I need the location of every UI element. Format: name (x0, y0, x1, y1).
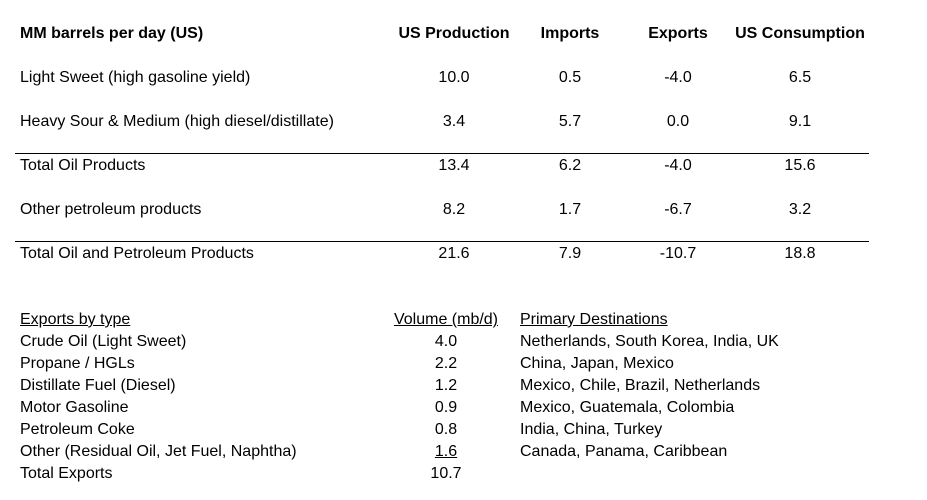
export-volume-underlined-text: 1.6 (434, 443, 458, 460)
divider-rule (15, 153, 869, 154)
divider-rule (15, 241, 869, 242)
export-type: Petroleum Coke (20, 421, 135, 438)
row-imports-value: 5.7 (558, 113, 582, 130)
row-label: Heavy Sour & Medium (high diesel/distill… (20, 113, 334, 130)
exports-header-volume: Volume (mb/d) (393, 311, 499, 328)
export-destinations: Mexico, Chile, Brazil, Netherlands (520, 377, 761, 394)
export-destinations: China, Japan, Mexico (520, 355, 674, 372)
row-exports-value: 0.0 (666, 113, 690, 130)
export-volume: 2.2 (434, 355, 458, 372)
row-production-value: 13.4 (438, 157, 470, 174)
export-volume: 0.8 (434, 421, 458, 438)
export-destinations: India, China, Turkey (520, 421, 663, 438)
row-label: Light Sweet (high gasoline yield) (20, 69, 251, 86)
export-type: Crude Oil (Light Sweet) (20, 333, 187, 350)
export-type: Other (Residual Oil, Jet Fuel, Naphtha) (20, 443, 297, 460)
export-volume: 0.9 (434, 399, 458, 416)
export-volume: 1.2 (434, 377, 458, 394)
row-exports-value: -10.7 (659, 245, 697, 262)
row-imports-value: 7.9 (558, 245, 582, 262)
row-production-value: 8.2 (442, 201, 466, 218)
row-imports-value: 0.5 (558, 69, 582, 86)
total-exports-label: Total Exports (20, 465, 113, 482)
total-exports-volume: 10.7 (430, 465, 462, 482)
row-label: Total Oil and Petroleum Products (20, 245, 254, 262)
export-volume: 4.0 (434, 333, 458, 350)
header-units: MM barrels per day (US) (20, 25, 204, 42)
row-production-value: 21.6 (438, 245, 470, 262)
row-consumption-value: 9.1 (788, 113, 812, 130)
row-consumption-value: 15.6 (784, 157, 816, 174)
row-production-value: 10.0 (438, 69, 470, 86)
row-consumption-value: 3.2 (788, 201, 812, 218)
header-imports: Imports (540, 25, 600, 42)
row-label: Other petroleum products (20, 201, 202, 218)
row-consumption-value: 18.8 (784, 245, 816, 262)
export-volume-underlined: 1.6 (392, 442, 500, 462)
row-exports-value: -4.0 (664, 69, 692, 86)
export-destinations: Mexico, Guatemala, Colombia (520, 399, 735, 416)
export-destinations: Canada, Panama, Caribbean (520, 443, 728, 460)
export-type: Propane / HGLs (20, 355, 135, 372)
header-us-production: US Production (398, 25, 510, 42)
row-exports-value: -4.0 (664, 157, 692, 174)
exports-header-type: Exports by type (20, 311, 131, 328)
row-imports-value: 1.7 (558, 201, 582, 218)
row-consumption-value: 6.5 (788, 69, 812, 86)
exports-header-destinations: Primary Destinations (520, 311, 668, 328)
export-type: Motor Gasoline (20, 399, 129, 416)
export-destinations: Netherlands, South Korea, India, UK (520, 333, 779, 350)
row-production-value: 3.4 (442, 113, 466, 130)
header-exports: Exports (648, 25, 708, 42)
row-label: Total Oil Products (20, 157, 146, 174)
row-exports-value: -6.7 (664, 201, 692, 218)
header-us-consumption: US Consumption (735, 25, 865, 42)
row-imports-value: 6.2 (558, 157, 582, 174)
export-type: Distillate Fuel (Diesel) (20, 377, 176, 394)
